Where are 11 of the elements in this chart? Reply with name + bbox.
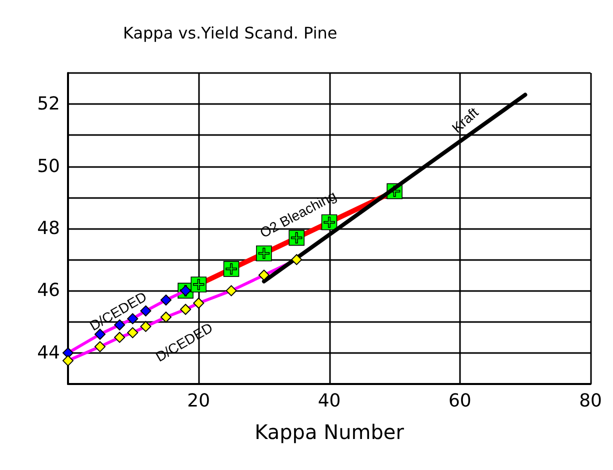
- y-tick-label: 50: [37, 156, 60, 177]
- y-tick-label: 48: [37, 218, 60, 239]
- y-tick-label: 52: [37, 94, 60, 115]
- y-tick-label: 44: [37, 342, 60, 364]
- y-tick-label: 46: [37, 280, 60, 302]
- chart-title: Kappa vs.Yield Scand. Pine: [123, 24, 338, 42]
- x-axis-title: Kappa Number: [254, 420, 405, 444]
- x-tick-label: 20: [187, 390, 210, 412]
- x-tick-label: 80: [579, 390, 602, 412]
- x-tick-label: 60: [448, 390, 472, 412]
- x-tick-label: 40: [318, 390, 341, 412]
